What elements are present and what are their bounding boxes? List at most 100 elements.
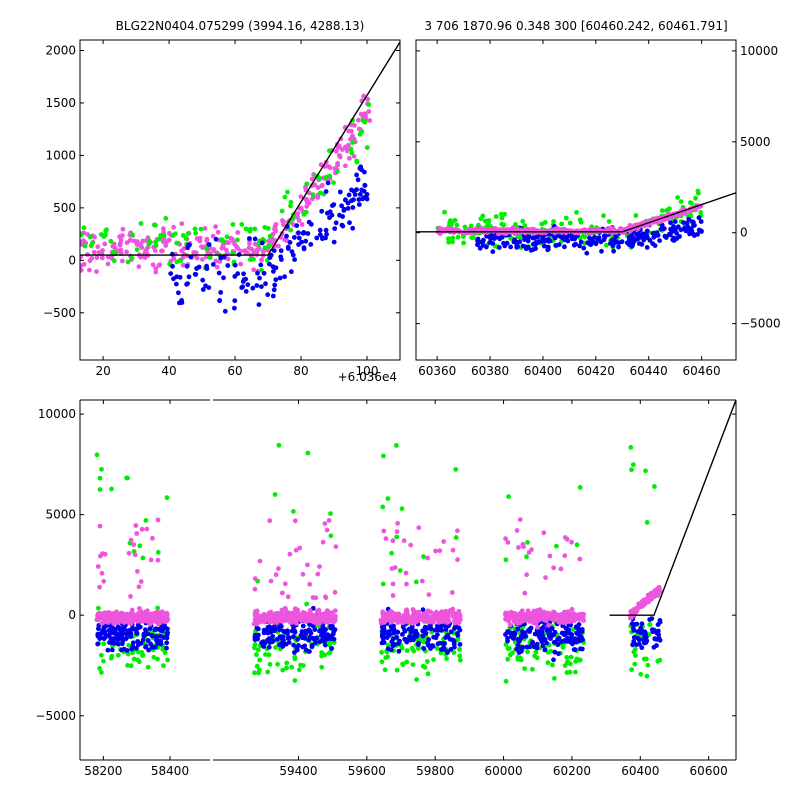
data-point-blue — [217, 298, 223, 303]
data-point-green — [434, 646, 440, 651]
data-point-blue — [354, 172, 359, 178]
data-point-blue — [616, 244, 621, 250]
data-point-magenta — [287, 551, 293, 557]
data-point-blue — [578, 646, 583, 652]
data-point-magenta — [251, 267, 257, 273]
data-point-green — [421, 639, 426, 645]
data-point-blue — [644, 233, 650, 239]
data-point-green — [146, 238, 152, 244]
data-point-blue — [386, 629, 392, 635]
data-point-blue — [641, 237, 647, 243]
data-point-blue — [422, 624, 428, 630]
data-point-magenta — [558, 566, 564, 572]
data-point-magenta — [306, 200, 312, 206]
data-point-blue — [356, 202, 362, 207]
data-point-green — [638, 671, 644, 677]
data-point-green — [505, 646, 511, 651]
data-point-magenta — [293, 547, 299, 553]
data-point-green — [552, 676, 557, 681]
data-point-magenta — [145, 618, 151, 623]
data-point-magenta — [127, 237, 133, 243]
data-point-magenta — [319, 182, 325, 188]
data-point-blue — [486, 234, 492, 240]
data-point-green — [305, 450, 311, 456]
data-point-blue — [541, 243, 547, 249]
data-point-magenta — [309, 176, 315, 182]
data-point-blue — [130, 640, 136, 646]
data-point-green — [99, 652, 104, 658]
data-point-green — [230, 222, 236, 227]
data-point-blue — [299, 629, 305, 634]
y-tick-label: 10000 — [38, 407, 76, 421]
data-point-magenta — [433, 548, 438, 554]
data-point-green — [97, 666, 102, 671]
data-point-green — [545, 649, 551, 655]
data-point-green — [404, 659, 410, 665]
data-point-magenta — [325, 614, 331, 620]
data-point-blue — [631, 239, 637, 244]
data-point-blue — [290, 252, 296, 258]
data-point-magenta — [304, 204, 310, 209]
data-point-blue — [257, 275, 262, 281]
data-point-blue — [497, 236, 503, 242]
data-point-blue — [423, 630, 429, 636]
data-point-green — [327, 173, 333, 179]
data-point-blue — [540, 633, 546, 639]
data-point-magenta — [433, 609, 439, 615]
data-point-green — [380, 504, 386, 510]
data-point-magenta — [252, 586, 258, 592]
data-point-magenta — [120, 258, 125, 264]
data-point-blue — [323, 627, 328, 633]
data-point-green — [204, 246, 210, 251]
data-point-green — [652, 484, 657, 489]
data-point-blue — [292, 235, 297, 240]
data-point-magenta — [535, 625, 540, 630]
data-point-magenta — [254, 608, 260, 614]
data-point-magenta — [322, 521, 328, 526]
data-point-magenta — [531, 608, 537, 614]
data-point-blue — [95, 641, 101, 647]
data-point-green — [573, 669, 578, 675]
data-point-green — [109, 653, 115, 659]
data-point-magenta — [503, 536, 508, 541]
data-point-green — [539, 221, 545, 227]
data-point-blue — [317, 227, 323, 233]
data-point-green — [469, 235, 475, 241]
data-point-magenta — [410, 607, 416, 612]
data-point-green — [140, 653, 145, 658]
data-point-blue — [291, 634, 296, 639]
data-point-green — [145, 664, 151, 670]
data-point-blue — [496, 245, 502, 250]
data-point-green — [577, 217, 583, 223]
data-point-blue — [310, 635, 316, 641]
data-point-magenta — [395, 520, 400, 526]
data-point-magenta — [136, 264, 142, 270]
data-point-blue — [252, 637, 258, 642]
data-point-green — [554, 543, 559, 549]
data-point-blue — [573, 639, 579, 645]
data-point-magenta — [407, 616, 413, 622]
data-point-green — [506, 494, 511, 499]
data-point-blue — [544, 640, 549, 646]
data-point-magenta — [455, 557, 460, 563]
data-point-magenta — [95, 244, 101, 250]
data-point-magenta — [401, 538, 407, 544]
data-point-blue — [584, 250, 590, 256]
data-point-blue — [331, 239, 337, 245]
data-point-magenta — [290, 615, 295, 621]
data-point-blue — [285, 628, 290, 634]
data-point-blue — [258, 262, 264, 268]
data-point-magenta — [358, 111, 364, 117]
data-point-blue — [480, 239, 486, 245]
data-point-blue — [536, 239, 542, 245]
data-point-blue — [440, 641, 446, 646]
data-point-blue — [174, 281, 179, 287]
y-tick-label: 5000 — [45, 508, 76, 522]
data-point-blue — [270, 293, 276, 299]
data-point-blue — [420, 607, 426, 613]
data-point-magenta — [569, 539, 574, 545]
data-point-blue — [506, 629, 511, 635]
data-point-green — [461, 240, 466, 246]
